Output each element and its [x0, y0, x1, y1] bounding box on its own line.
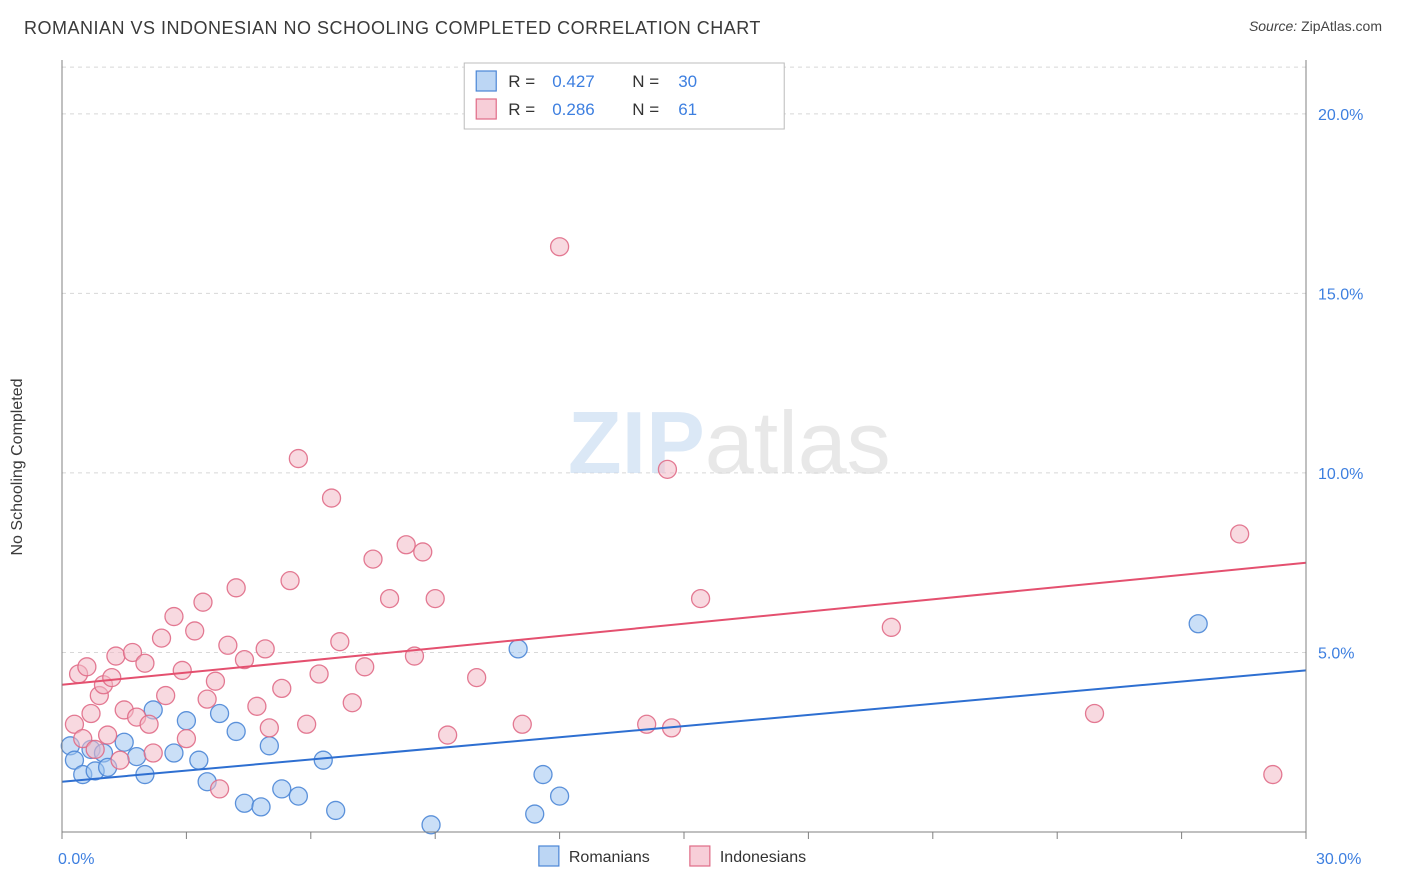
indonesians-point [397, 536, 415, 554]
indonesians-point [281, 572, 299, 590]
y-tick-label: 5.0% [1318, 645, 1354, 662]
romanians-point [526, 805, 544, 823]
indonesians-point [289, 450, 307, 468]
indonesians-point [273, 679, 291, 697]
romanians-point [289, 787, 307, 805]
indonesians-point [414, 543, 432, 561]
indonesians-point [86, 740, 104, 758]
indonesians-point [310, 665, 328, 683]
indonesians-point [82, 705, 100, 723]
romanians-trendline [62, 670, 1306, 781]
legend-r-label: R = [508, 72, 535, 91]
indonesians-point [136, 654, 154, 672]
bottom-legend-swatch-indonesians [690, 846, 710, 866]
indonesians-point [439, 726, 457, 744]
legend-r-label: R = [508, 100, 535, 119]
indonesians-point [157, 687, 175, 705]
indonesians-point [364, 550, 382, 568]
indonesians-point [248, 697, 266, 715]
romanians-point [165, 744, 183, 762]
indonesians-point [103, 669, 121, 687]
source-value: ZipAtlas.com [1301, 18, 1382, 34]
indonesians-point [256, 640, 274, 658]
romanians-point [128, 748, 146, 766]
indonesians-point [1086, 705, 1104, 723]
indonesians-point [173, 661, 191, 679]
romanians-point [235, 794, 253, 812]
indonesians-point [99, 726, 117, 744]
legend-n-value-romanians: 30 [678, 72, 697, 91]
romanians-point [115, 733, 133, 751]
romanians-point [422, 816, 440, 834]
indonesians-point [219, 636, 237, 654]
legend-swatch-indonesians [476, 99, 496, 119]
indonesians-point [194, 593, 212, 611]
romanians-point [190, 751, 208, 769]
source-attribution: Source: ZipAtlas.com [1249, 18, 1382, 34]
scatter-chart: ZIPatlas 5.0% 10.0% 15.0% 20.0% 0.0% 30.0% R = 0… [24, 56, 1382, 878]
indonesians-point [198, 690, 216, 708]
romanians-point [551, 787, 569, 805]
indonesians-point [882, 618, 900, 636]
legend-n-value-indonesians: 61 [678, 100, 697, 119]
source-label: Source: [1249, 18, 1297, 34]
romanians-point [534, 766, 552, 784]
indonesians-point [177, 730, 195, 748]
bottom-legend-label-indonesians: Indonesians [720, 849, 806, 866]
y-tick-label: 20.0% [1318, 107, 1363, 124]
y-tick-label: 10.0% [1318, 466, 1363, 483]
watermark: ZIPatlas [568, 393, 891, 492]
indonesians-point [1264, 766, 1282, 784]
legend-n-label: N = [632, 72, 659, 91]
indonesians-point [381, 590, 399, 608]
indonesians-point [140, 715, 158, 733]
page-title: ROMANIAN VS INDONESIAN NO SCHOOLING COMP… [24, 18, 761, 39]
romanians-point [260, 737, 278, 755]
indonesians-point [186, 622, 204, 640]
indonesians-point [331, 633, 349, 651]
romanians-point [211, 705, 229, 723]
romanians-point [227, 722, 245, 740]
legend-r-value-indonesians: 0.286 [552, 100, 595, 119]
indonesians-point [227, 579, 245, 597]
legend-swatch-romanians [476, 71, 496, 91]
indonesians-point [144, 744, 162, 762]
romanians-point [252, 798, 270, 816]
x-min-label: 0.0% [58, 851, 94, 868]
legend-n-label: N = [632, 100, 659, 119]
indonesians-point [153, 629, 171, 647]
indonesians-point [426, 590, 444, 608]
indonesians-point [658, 460, 676, 478]
legend-r-value-romanians: 0.427 [552, 72, 595, 91]
indonesians-point [692, 590, 710, 608]
romanians-point [177, 712, 195, 730]
indonesians-point [513, 715, 531, 733]
bottom-legend-swatch-romanians [539, 846, 559, 866]
indonesians-point [356, 658, 374, 676]
romanians-point [327, 801, 345, 819]
y-tick-label: 15.0% [1318, 286, 1363, 303]
indonesians-point [468, 669, 486, 687]
indonesians-point [551, 238, 569, 256]
indonesians-point [323, 489, 341, 507]
indonesians-point [211, 780, 229, 798]
indonesians-trendline [62, 563, 1306, 685]
indonesians-point [107, 647, 125, 665]
indonesians-point [343, 694, 361, 712]
indonesians-point [78, 658, 96, 676]
indonesians-point [298, 715, 316, 733]
chart-container: No Schooling Completed ZIPatlas5.0%10.0%… [24, 56, 1382, 878]
romanians-point [509, 640, 527, 658]
y-axis-label: No Schooling Completed [9, 379, 27, 556]
romanians-point [314, 751, 332, 769]
bottom-legend-label-romanians: Romanians [569, 849, 650, 866]
romanians-point [273, 780, 291, 798]
x-max-label: 30.0% [1316, 851, 1361, 868]
indonesians-point [1231, 525, 1249, 543]
romanians-point [1189, 615, 1207, 633]
indonesians-point [260, 719, 278, 737]
indonesians-point [206, 672, 224, 690]
indonesians-point [111, 751, 129, 769]
indonesians-point [165, 608, 183, 626]
